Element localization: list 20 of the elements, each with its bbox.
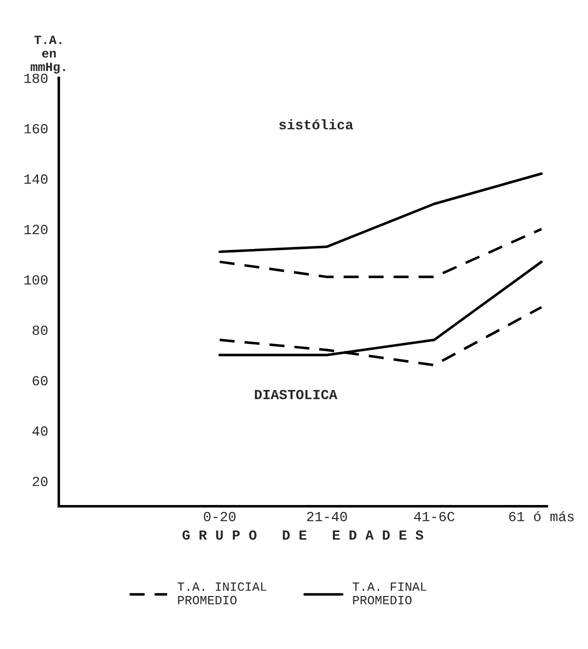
x-tick-label: 0-20 (204, 512, 236, 522)
y-tick-label: 80 (32, 326, 48, 336)
y-tick-label: 60 (32, 376, 48, 386)
y-tick-label: 100 (24, 275, 48, 285)
legend-label: T.A. INICIAL PROMEDIO (178, 582, 266, 604)
y-tick-label: 40 (32, 426, 48, 436)
y-tick-label: 120 (24, 224, 48, 234)
y-tick-label: 160 (24, 124, 48, 134)
line-series (218, 172, 543, 253)
x-tick-label: 61 ó más (509, 511, 574, 522)
y-tick-label: 140 (24, 174, 48, 184)
y-tick-label: 180 (24, 74, 48, 84)
x-axis-title: G R U P O D E E D A D E S (182, 530, 424, 540)
x-tick-label: 41-6C (414, 512, 454, 522)
x-tick-label: 21-40 (307, 512, 347, 522)
y-axis-title: T.A. en mmHg. (30, 36, 65, 74)
legend-label: T.A. FINAL PROMEDIO (352, 582, 426, 604)
annotation: DIASTOLICA (254, 390, 338, 400)
annotation: sistólica (279, 119, 354, 130)
y-tick-label: 20 (32, 476, 48, 486)
